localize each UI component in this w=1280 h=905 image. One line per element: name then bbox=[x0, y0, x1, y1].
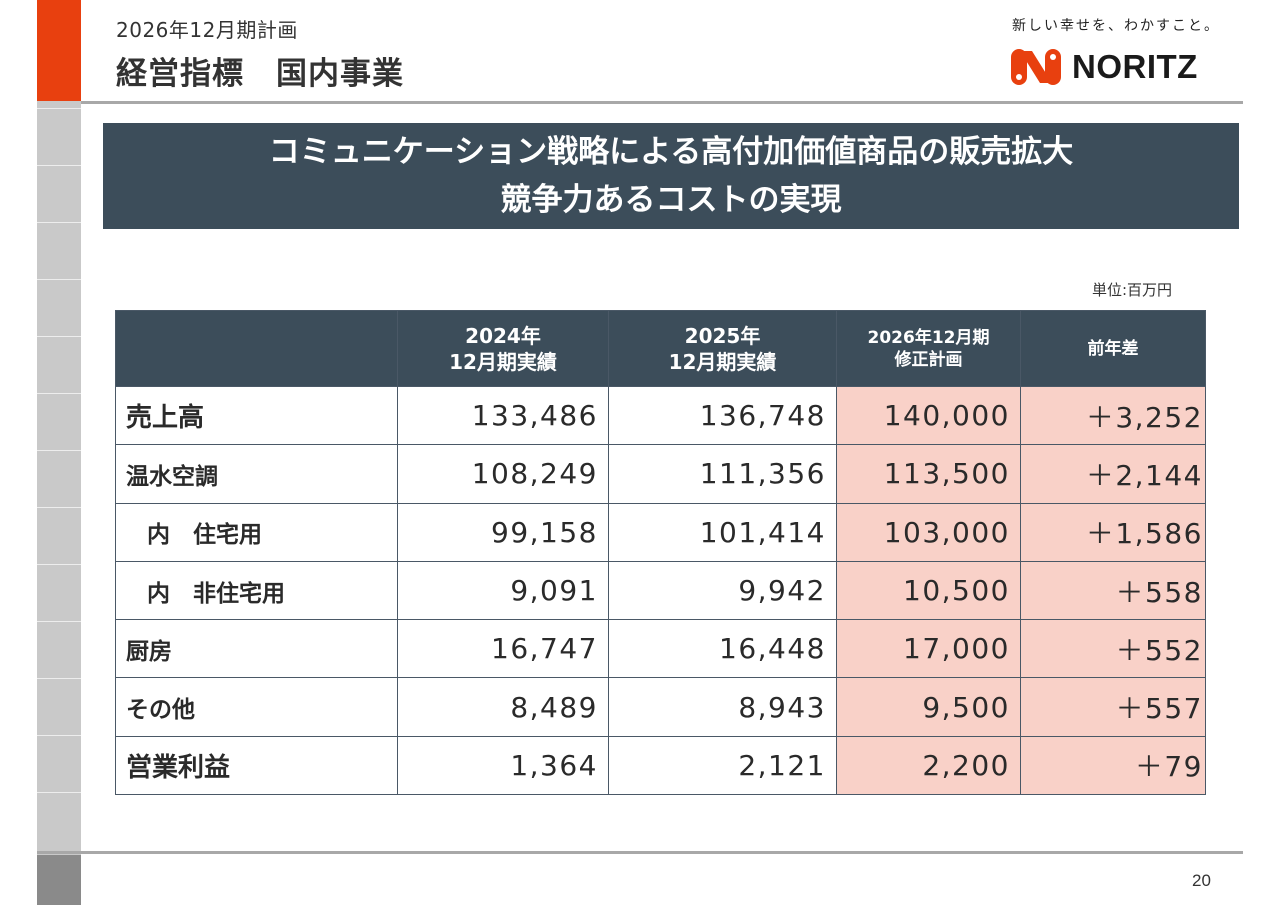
cell-fy2024: 8,489 bbox=[397, 677, 609, 737]
cell-yoy-diff: ＋552 bbox=[1020, 619, 1206, 679]
cell-fy2025: 136,748 bbox=[608, 385, 837, 446]
left-bar-divider bbox=[37, 393, 81, 394]
table-row-hot-water-hvac: 温水空調 108,249 111,356 113,500 ＋2,144 bbox=[115, 444, 1206, 504]
column-header-fy2025: 2025年 12月期実績 bbox=[608, 310, 837, 387]
banner-line-2: 競争力あるコストの実現 bbox=[500, 182, 842, 218]
cell-fy2026-plan: 17,000 bbox=[836, 619, 1021, 679]
column-header-yoy-diff: 前年差 bbox=[1020, 310, 1206, 387]
cell-fy2025: 8,943 bbox=[608, 677, 837, 737]
noritz-logo-mark-icon bbox=[1011, 49, 1061, 85]
cell-fy2024: 9,091 bbox=[397, 560, 609, 621]
left-bar-divider bbox=[37, 678, 81, 679]
strategy-banner: コミュニケーション戦略による高付加価値商品の販売拡大 競争力あるコストの実現 bbox=[103, 123, 1239, 229]
cell-fy2025: 2,121 bbox=[608, 735, 837, 796]
cell-fy2025: 9,942 bbox=[608, 560, 837, 621]
left-bar-divider bbox=[37, 336, 81, 337]
row-label: その他 bbox=[115, 677, 398, 737]
left-bar-divider bbox=[37, 621, 81, 622]
left-bar-divider bbox=[37, 222, 81, 223]
cell-fy2025: 16,448 bbox=[608, 619, 837, 679]
row-label: 営業利益 bbox=[115, 735, 398, 796]
left-bar-divider bbox=[37, 165, 81, 166]
column-header-line: 12月期実績 bbox=[449, 349, 557, 374]
cell-fy2025: 101,414 bbox=[608, 502, 837, 562]
cell-fy2026-plan: 9,500 bbox=[836, 677, 1021, 737]
page-number: 20 bbox=[1192, 871, 1211, 890]
cell-yoy-diff: ＋558 bbox=[1020, 560, 1206, 621]
row-label: 内 住宅用 bbox=[115, 502, 398, 562]
left-bar-divider bbox=[37, 279, 81, 280]
left-bar-divider bbox=[37, 450, 81, 451]
cell-fy2026-plan: 103,000 bbox=[836, 502, 1021, 562]
page-title: 経営指標 国内事業 bbox=[116, 56, 404, 92]
column-header-line: 2025年 bbox=[684, 323, 761, 348]
table-row-operating-income: 営業利益 1,364 2,121 2,200 ＋79 bbox=[115, 735, 1206, 796]
left-bar-divider bbox=[37, 108, 81, 109]
column-header-line: 12月期実績 bbox=[668, 349, 777, 374]
cell-yoy-diff: ＋1,586 bbox=[1020, 502, 1206, 562]
cell-fy2026-plan: 10,500 bbox=[836, 560, 1021, 621]
cell-fy2026-plan: 140,000 bbox=[836, 385, 1021, 446]
left-bar-divider bbox=[37, 735, 81, 736]
header-divider bbox=[81, 101, 1243, 104]
cell-yoy-diff: ＋79 bbox=[1020, 735, 1206, 796]
cell-fy2024: 16,747 bbox=[397, 619, 609, 679]
column-header-line: 修正計画 bbox=[894, 349, 963, 370]
logo-wordmark: NORITZ bbox=[1072, 48, 1198, 85]
cell-fy2025: 111,356 bbox=[608, 444, 837, 504]
left-bar-dark-block bbox=[37, 855, 81, 905]
brand-tagline: 新しい幸せを、わかすこと。 bbox=[1012, 18, 1220, 34]
cell-fy2024: 133,486 bbox=[397, 385, 609, 446]
noritz-logo: NORITZ bbox=[1008, 48, 1198, 86]
column-header-line: 前年差 bbox=[1087, 338, 1139, 359]
left-bar-divider bbox=[37, 792, 81, 793]
row-label: 厨房 bbox=[115, 619, 398, 679]
table-row-other: その他 8,489 8,943 9,500 ＋557 bbox=[115, 677, 1206, 737]
cell-fy2024: 99,158 bbox=[397, 502, 609, 562]
cell-fy2026-plan: 113,500 bbox=[836, 444, 1021, 504]
table-row-kitchen: 厨房 16,747 16,448 17,000 ＋552 bbox=[115, 619, 1206, 679]
domestic-kpi-table: 2024年 12月期実績 2025年 12月期実績 2026年12月期 修正計画… bbox=[115, 310, 1206, 796]
cell-yoy-diff: ＋557 bbox=[1020, 677, 1206, 737]
cell-yoy-diff: ＋3,252 bbox=[1020, 385, 1206, 446]
page-subtitle: 2026年12月期計画 bbox=[116, 18, 298, 42]
column-header-line: 2026年12月期 bbox=[867, 327, 990, 348]
unit-label: 単位:百万円 bbox=[1092, 281, 1173, 299]
column-header-fy2026-plan: 2026年12月期 修正計画 bbox=[836, 310, 1021, 387]
column-header-empty bbox=[115, 310, 398, 387]
footer-divider bbox=[37, 851, 1243, 854]
row-label: 内 非住宅用 bbox=[115, 560, 398, 621]
left-bar-divider bbox=[37, 564, 81, 565]
table-row-residential: 内 住宅用 99,158 101,414 103,000 ＋1,586 bbox=[115, 502, 1206, 562]
cell-fy2024: 1,364 bbox=[397, 735, 609, 796]
left-bar-divider bbox=[37, 507, 81, 508]
table-row-net-sales: 売上高 133,486 136,748 140,000 ＋3,252 bbox=[115, 385, 1206, 446]
left-accent-bar bbox=[37, 0, 81, 905]
left-bar-red-block bbox=[37, 0, 81, 101]
column-header-line: 2024年 bbox=[465, 323, 541, 348]
banner-line-1: コミュニケーション戦略による高付加価値商品の販売拡大 bbox=[268, 134, 1074, 170]
cell-yoy-diff: ＋2,144 bbox=[1020, 444, 1206, 504]
table-row-non-residential: 内 非住宅用 9,091 9,942 10,500 ＋558 bbox=[115, 560, 1206, 621]
cell-fy2024: 108,249 bbox=[397, 444, 609, 504]
row-label: 温水空調 bbox=[115, 444, 398, 504]
row-label: 売上高 bbox=[115, 385, 398, 446]
column-header-fy2024: 2024年 12月期実績 bbox=[397, 310, 609, 387]
cell-fy2026-plan: 2,200 bbox=[836, 735, 1021, 796]
table-header-row: 2024年 12月期実績 2025年 12月期実績 2026年12月期 修正計画… bbox=[115, 310, 1206, 387]
